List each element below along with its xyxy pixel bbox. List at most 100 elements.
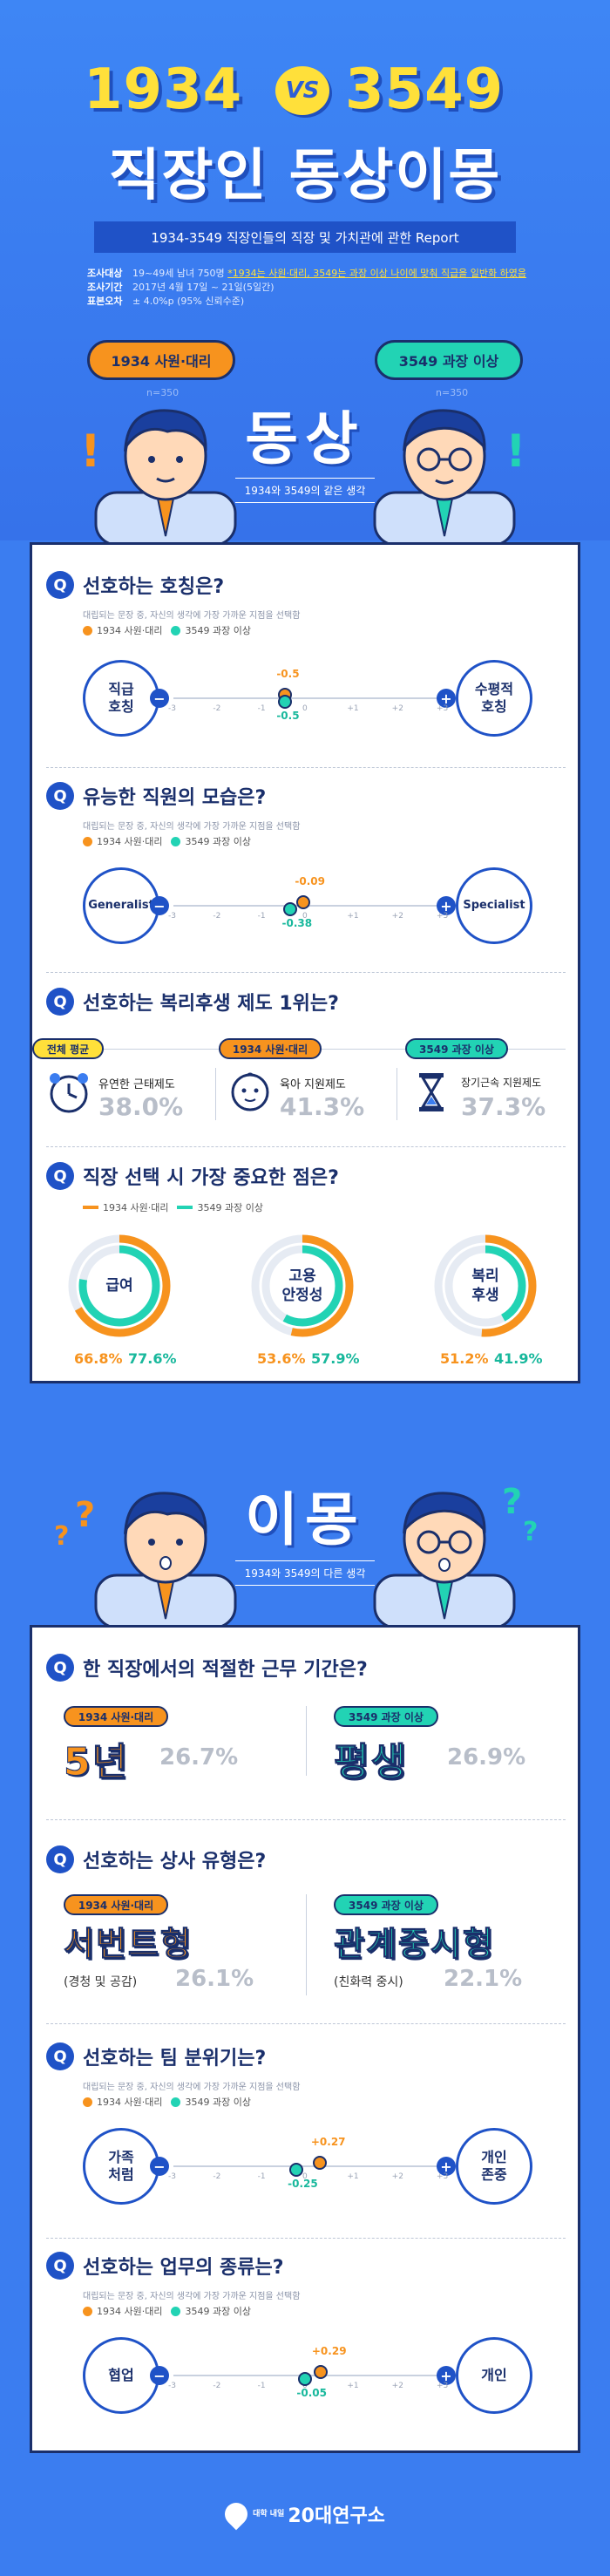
senior-value-label: -0.05 [296, 2387, 328, 2399]
senior-manager-avatar [373, 409, 516, 545]
legend-label-senior: 3549 과장 이상 [197, 1202, 263, 1213]
donut-label-text: 후생 [471, 1287, 499, 1304]
scale-left-circle: 직급 호칭 [83, 660, 159, 737]
scale-left-circle: Generalist [83, 867, 159, 944]
scale-tick: +2 [391, 704, 403, 713]
donut-chart [251, 1234, 354, 1337]
legend-label-young: 1934 사원·대리 [97, 2097, 163, 2108]
legend: 1934 사원·대리 3549 과장 이상 [83, 834, 251, 848]
meta-value: 19~49세 남녀 750명 [132, 268, 228, 279]
question-mark-icon: ? [523, 1517, 539, 1547]
answer-percent-young: 26.1% [175, 1966, 254, 1992]
scale-tick: +1 [347, 2382, 359, 2390]
scale-tick: -3 [168, 2382, 176, 2390]
section-subtitle-diff: 1934와 3549의 다른 생각 [235, 1560, 375, 1586]
brand-logo: 대학 내일 20대연구소 [218, 2497, 392, 2532]
plus-icon: + [437, 896, 456, 915]
divider [46, 972, 566, 973]
divider [215, 1068, 216, 1120]
scale-tick: -3 [168, 704, 176, 713]
question-header: Q 선호하는 업무의 종류는? [46, 2252, 283, 2280]
legend-label-senior: 3549 과장 이상 [185, 836, 251, 847]
scale-left-label: 직급 [108, 681, 134, 697]
question-desc: 대립되는 문장 중, 자신의 생각에 가장 가까운 지점을 선택함 [83, 611, 301, 621]
benefit-tag-senior: 3549 과장 이상 [405, 1038, 508, 1059]
scale-right-circle: 수평적 호칭 [456, 660, 532, 737]
q-icon: Q [46, 782, 74, 810]
young-value-label: +0.27 [310, 2136, 346, 2148]
senior-marker [278, 695, 293, 709]
meta-key: 표본오차 [87, 296, 123, 307]
legend-dot-young [83, 2097, 92, 2107]
scale-left-label: 처럼 [108, 2166, 134, 2183]
answer-senior: 평생 [334, 1740, 408, 1785]
scale-tick: 0 [302, 704, 308, 713]
sample-size-young: n=350 [146, 387, 180, 398]
question-header: Q 선호하는 복리후생 제도 1위는? [46, 988, 339, 1016]
young-value-label: -0.5 [276, 668, 300, 680]
group-pill-young: 1934 사원·대리 [87, 340, 235, 380]
answer-tag-young: 1934 사원·대리 [64, 1706, 168, 1727]
page-title: 직장인 동상이몽 [108, 144, 502, 208]
donut-percent-young: 51.2% [440, 1350, 489, 1367]
legend-label-young: 1934 사원·대리 [97, 625, 163, 636]
scale-tick: +3 [437, 704, 449, 713]
question-desc: 대립되는 문장 중, 자신의 생각에 가장 가까운 지점을 선택함 [83, 2292, 301, 2301]
divider [306, 1706, 307, 1776]
answer-tag-senior: 3549 과장 이상 [334, 1706, 438, 1727]
question-title: 직장 선택 시 가장 중요한 점은? [83, 1167, 339, 1189]
scale-tick: -1 [257, 912, 266, 921]
divider [46, 1819, 566, 1820]
survey-meta: 조사대상 19~49세 남녀 750명 *1934는 사원·대리, 3549는 과… [87, 267, 526, 309]
young-marker [296, 895, 311, 909]
answer-young: 5년 [63, 1740, 130, 1785]
answer-tag-senior: 3549 과장 이상 [334, 1894, 438, 1915]
senior-marker [289, 2163, 304, 2177]
senior-manager-avatar [373, 1492, 516, 1628]
question-title: 선호하는 호칭은? [83, 576, 225, 598]
question-title: 한 직장에서의 적절한 근무 기간은? [83, 1659, 368, 1681]
scale-tick: -3 [168, 2172, 176, 2181]
meta-value: 2017년 4월 17일 ~ 21일(5일간) [132, 282, 274, 293]
senior-marker [298, 2372, 313, 2386]
section-title-same: 동상 [245, 405, 365, 472]
legend: 1934 사원·대리 3549 과장 이상 [83, 1200, 263, 1214]
q-icon: Q [46, 1845, 74, 1873]
divider [306, 1894, 307, 1995]
question-title: 선호하는 상사 유형은? [83, 1851, 267, 1873]
divider [396, 1068, 397, 1120]
minus-icon: − [150, 2366, 169, 2385]
legend-label-senior: 3549 과장 이상 [185, 2306, 251, 2317]
brand-small: 대학 내일 [253, 2510, 285, 2518]
legend-dot-senior [171, 2097, 181, 2107]
legend-dot-young [83, 836, 92, 846]
minus-icon: − [150, 896, 169, 915]
answer-percent-senior: 26.9% [447, 1744, 526, 1771]
legend: 1934 사원·대리 3549 과장 이상 [83, 623, 251, 637]
different-thoughts-card: Q 한 직장에서의 적절한 근무 기간은? 1934 사원·대리 5년 26.7… [30, 1625, 580, 2453]
legend-dot-young [83, 2306, 92, 2316]
young-employee-avatar [94, 409, 237, 545]
q-icon: Q [46, 2042, 74, 2070]
legend-label-senior: 3549 과장 이상 [185, 2097, 251, 2108]
question-title: 선호하는 업무의 종류는? [83, 2257, 284, 2279]
scale-right-label: Specialist [463, 899, 525, 912]
scale-left-label: 호칭 [108, 698, 134, 715]
donut-label: 복리 후생 [433, 1267, 538, 1305]
benefit-name: 육아 지원제도 [280, 1078, 346, 1091]
senior-value-label: -0.25 [288, 2178, 318, 2190]
benefit-percent: 38.0% [98, 1092, 184, 1121]
meta-key: 조사기간 [87, 282, 123, 293]
answer-note-young: (경청 및 공감) [64, 1975, 138, 1989]
legend-label-young: 1934 사원·대리 [97, 2306, 163, 2317]
brand-name: 20대연구소 [288, 2505, 385, 2527]
donut-percent-senior: 77.6% [128, 1350, 177, 1367]
scale-left-circle: 가족 처럼 [83, 2128, 159, 2205]
q-icon: Q [46, 1162, 74, 1190]
scale-tick: +3 [437, 2172, 449, 2181]
legend-label-young: 1934 사원·대리 [97, 836, 163, 847]
scale-right-circle: 개인 존중 [456, 2128, 532, 2205]
scale-left-label: 협업 [108, 2367, 134, 2383]
scale-left-circle: 협업 [83, 2337, 159, 2414]
question-desc: 대립되는 문장 중, 자신의 생각에 가장 가까운 지점을 선택함 [83, 822, 301, 832]
